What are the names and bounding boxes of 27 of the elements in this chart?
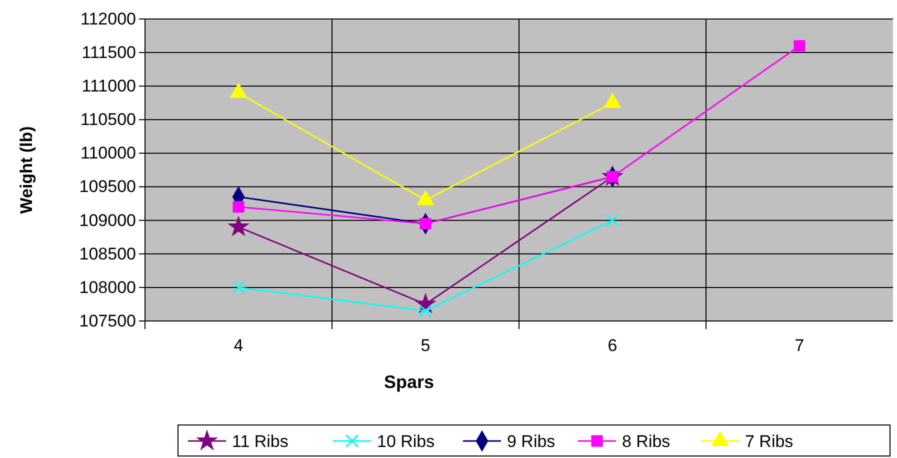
x-tick-label: 7 bbox=[794, 336, 804, 356]
y-tick-label: 108000 bbox=[79, 278, 136, 297]
point bbox=[606, 214, 620, 227]
y-tick-label: 108500 bbox=[79, 244, 136, 264]
y-tick-label: 111500 bbox=[82, 42, 136, 62]
x-tick-label: 4 bbox=[234, 336, 244, 356]
y-axis-title: Weight (lb) bbox=[17, 126, 36, 214]
y-tick-label: 107500 bbox=[79, 311, 136, 330]
y-tick-label: 110000 bbox=[80, 144, 136, 163]
x-axis-title: Spars bbox=[384, 372, 434, 392]
legend-label: 7 Ribs bbox=[745, 432, 794, 451]
legend-label: 9 Ribs bbox=[507, 432, 556, 451]
point bbox=[794, 40, 806, 52]
y-tick-label: 109500 bbox=[79, 177, 136, 196]
y-tick-label: 109000 bbox=[79, 210, 136, 230]
legend-label: 11 Ribs bbox=[232, 432, 288, 451]
y-tick-label: 112000 bbox=[80, 9, 136, 28]
x-tick-label: 5 bbox=[420, 336, 430, 356]
x-tick-label: 6 bbox=[608, 336, 618, 356]
point bbox=[228, 216, 248, 236]
legend-label: 10 Ribs bbox=[377, 432, 435, 451]
y-tick-label: 110500 bbox=[80, 110, 136, 130]
point bbox=[232, 201, 244, 213]
point bbox=[418, 304, 432, 318]
legend-label: 8 Ribs bbox=[622, 432, 670, 451]
point bbox=[232, 280, 246, 294]
y-tick-label: 111000 bbox=[82, 76, 136, 96]
